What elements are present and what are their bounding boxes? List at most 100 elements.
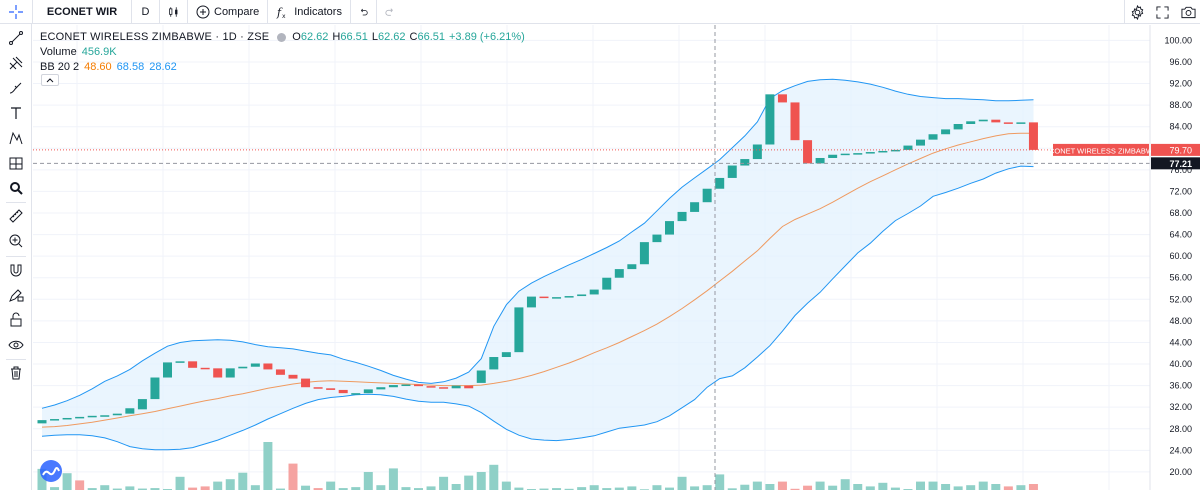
candle-up (878, 150, 888, 153)
brush-tool[interactable] (6, 78, 26, 98)
logo-wave-icon (42, 467, 60, 476)
legend-bb-row[interactable]: BB 20 2 48.60 68.58 28.62 (40, 60, 525, 74)
price-tick-label: 92.00 (1169, 79, 1192, 89)
legend-collapse-button[interactable] (41, 74, 59, 86)
stay-in-drawing-mode-tool[interactable] (6, 285, 26, 305)
volume-bar (338, 488, 348, 490)
text-tool[interactable] (6, 103, 26, 123)
price-axis-background[interactable] (1150, 25, 1200, 490)
indicators-button[interactable]: f x Indicators (268, 0, 351, 24)
candle-up (614, 269, 624, 278)
interval-button[interactable]: D (132, 0, 160, 24)
search-icon (10, 182, 23, 195)
zoom-in-tool[interactable] (6, 231, 26, 251)
volume-bar (740, 484, 750, 490)
chart-type-button[interactable] (160, 0, 188, 24)
pattern-tool[interactable] (6, 128, 26, 148)
lock-drawings-tool[interactable] (6, 310, 26, 330)
price-tick-label: 60.00 (1169, 251, 1192, 261)
volume-bar (200, 486, 210, 490)
volume-bar (828, 485, 838, 490)
volume-bar (978, 481, 988, 490)
drawing-toolbar (0, 24, 32, 490)
legend-open-value: 62.62 (300, 31, 329, 43)
volume-bar (853, 484, 863, 490)
legend-volume-label: Volume (40, 46, 77, 58)
bollinger-upper-line (41, 78, 1034, 409)
redo-button[interactable] (377, 0, 403, 24)
prediction-tool[interactable] (6, 153, 26, 173)
volume-bar (188, 487, 198, 490)
toolbar-separator (6, 256, 26, 257)
legend-open-label: O (292, 31, 301, 43)
volume-bar (137, 488, 147, 490)
price-chart[interactable]: 100.0096.0092.0088.0084.0080.0076.0072.0… (33, 25, 1200, 490)
candle-down (301, 378, 311, 388)
ruler-tool[interactable] (6, 206, 26, 226)
legend-high-label: H (332, 31, 341, 43)
candle-down (1003, 122, 1013, 124)
price-tick-label: 48.00 (1169, 316, 1192, 326)
price-tick-label: 28.00 (1169, 424, 1192, 434)
pitchfork-tool[interactable] (6, 53, 26, 73)
trend-line-tool[interactable] (6, 28, 26, 48)
candle-up (853, 153, 863, 155)
zoom-in-icon (9, 234, 23, 248)
fullscreen-button[interactable] (1150, 0, 1174, 24)
compare-button[interactable]: Compare (188, 0, 269, 24)
candle-up (840, 153, 850, 156)
volume-bar (715, 474, 725, 490)
legend-low-label: L (371, 31, 378, 43)
snapshot-button[interactable] (1176, 0, 1200, 24)
volume-bar (100, 485, 110, 490)
volume-bar (589, 485, 599, 490)
candle-up (916, 139, 925, 146)
series-name-label-bg (1053, 143, 1149, 156)
hide-drawings-tool[interactable] (6, 335, 26, 355)
price-tick-label: 20.00 (1169, 467, 1192, 477)
magnet-icon (10, 264, 22, 277)
candle-up (125, 408, 135, 414)
candle-up (501, 352, 511, 358)
volume-bar (702, 485, 712, 490)
price-tick-label: 36.00 (1169, 381, 1192, 391)
volume-bar (1028, 484, 1038, 490)
volume-bar (777, 481, 787, 490)
market-status-icon[interactable] (277, 32, 287, 42)
legend-volume-row[interactable]: Volume 456.9K (40, 45, 525, 59)
svg-text:f: f (276, 6, 283, 19)
candle-up (150, 377, 160, 400)
price-axis-labels: ECONET WIRELESS ZIMBABWE 79.70 77.21 (1044, 143, 1200, 170)
fullscreen-icon (1155, 5, 1169, 19)
legend-main-row: ECONET WIRELESS ZIMBABWE · 1D · ZSE O 62… (40, 30, 525, 44)
volume-bar (1016, 485, 1026, 490)
remove-drawings-tool[interactable] (6, 363, 26, 383)
candle-down (213, 368, 223, 378)
price-tick-label: 72.00 (1169, 186, 1192, 196)
candle-up (903, 145, 913, 150)
volume-bar (765, 484, 775, 490)
volume-bar (388, 468, 398, 490)
candle-up (727, 165, 737, 178)
volume-bar (890, 487, 900, 490)
settings-button[interactable] (1124, 0, 1149, 24)
candle-down (426, 386, 436, 388)
volume-bar (175, 476, 185, 490)
zoom-tool[interactable] (6, 178, 26, 198)
crosshair-tool-button[interactable] (0, 0, 32, 24)
candle-up (514, 307, 524, 353)
volume-bar (953, 486, 963, 490)
undo-button[interactable] (351, 0, 377, 24)
candle-up (677, 211, 687, 222)
indicators-label: Indicators (294, 5, 342, 18)
candle-up (351, 393, 361, 395)
ruler-icon (9, 209, 23, 223)
magnet-tool[interactable] (6, 260, 26, 280)
legend-volume-value: 456.9K (81, 46, 117, 58)
candle-down (338, 389, 348, 394)
legend-bb-label: BB 20 2 (40, 61, 80, 73)
chart-legend: ECONET WIRELESS ZIMBABWE · 1D · ZSE O 62… (40, 30, 525, 75)
candle-up (1016, 122, 1026, 124)
symbol-search-button[interactable]: ECONET WIR (32, 0, 132, 24)
price-tick-label: 100.00 (1164, 35, 1192, 45)
